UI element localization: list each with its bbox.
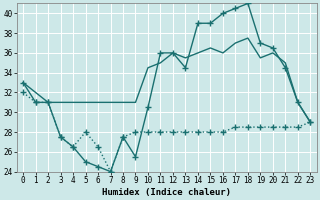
X-axis label: Humidex (Indice chaleur): Humidex (Indice chaleur) xyxy=(102,188,231,197)
